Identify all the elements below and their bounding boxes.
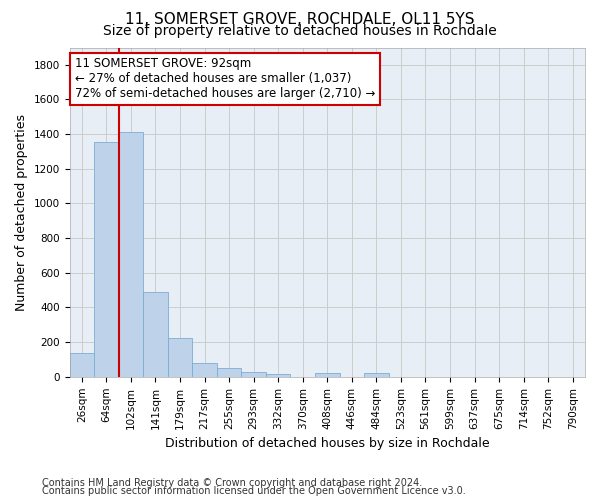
Y-axis label: Number of detached properties: Number of detached properties: [15, 114, 28, 310]
Bar: [94, 142, 119, 377]
Bar: [217, 368, 241, 377]
X-axis label: Distribution of detached houses by size in Rochdale: Distribution of detached houses by size …: [165, 437, 490, 450]
Text: 11 SOMERSET GROVE: 92sqm
← 27% of detached houses are smaller (1,037)
72% of sem: 11 SOMERSET GROVE: 92sqm ← 27% of detach…: [74, 58, 375, 100]
Text: 11, SOMERSET GROVE, ROCHDALE, OL11 5YS: 11, SOMERSET GROVE, ROCHDALE, OL11 5YS: [125, 12, 475, 28]
Bar: [168, 338, 192, 377]
Bar: [315, 374, 340, 377]
Bar: [192, 363, 217, 377]
Text: Size of property relative to detached houses in Rochdale: Size of property relative to detached ho…: [103, 24, 497, 38]
Bar: [70, 354, 94, 377]
Bar: [266, 374, 290, 377]
Text: Contains public sector information licensed under the Open Government Licence v3: Contains public sector information licen…: [42, 486, 466, 496]
Bar: [119, 132, 143, 377]
Bar: [143, 292, 168, 377]
Bar: [364, 374, 389, 377]
Text: Contains HM Land Registry data © Crown copyright and database right 2024.: Contains HM Land Registry data © Crown c…: [42, 478, 422, 488]
Bar: [241, 372, 266, 377]
